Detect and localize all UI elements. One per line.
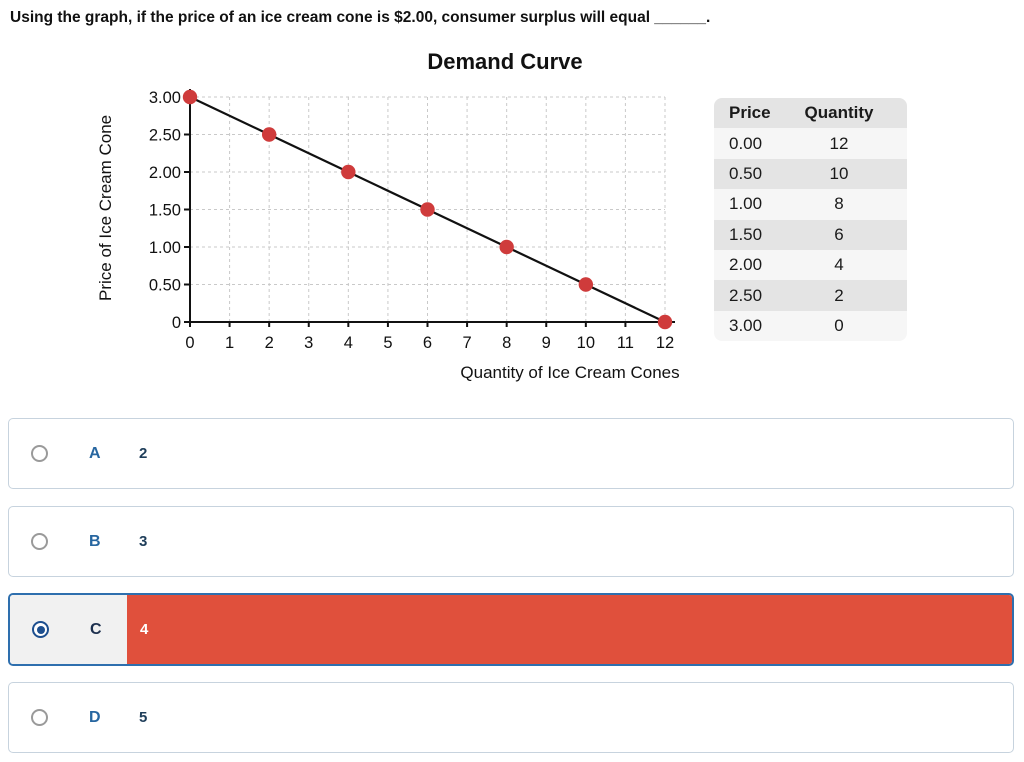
quantity-cell: 10 [829, 163, 849, 183]
radio-d[interactable] [31, 709, 48, 726]
option-value: 4 [140, 621, 149, 638]
option-left-section: D [9, 683, 126, 752]
svg-text:3.00: 3.00 [149, 89, 181, 107]
question-text: Using the graph, if the price of an ice … [10, 9, 711, 26]
svg-text:1.00: 1.00 [149, 239, 181, 257]
demand-curve-chart: 0 1 2 3 4 5 6 7 8 9 10 11 12 0 0.50 1.00 1.50 2.00 2.50 3.0… [135, 85, 695, 375]
quantity-cell: 8 [834, 194, 844, 214]
table-row: 2.00 4 [714, 249, 907, 281]
price-cell: 3.00 [729, 315, 763, 335]
option-right-section: 2 [126, 419, 1013, 488]
table-row: 2.50 2 [714, 280, 907, 311]
svg-text:1.50: 1.50 [149, 202, 181, 220]
option-letter: A [89, 444, 101, 462]
svg-text:4: 4 [344, 334, 353, 352]
svg-text:5: 5 [383, 334, 392, 352]
price-cell: 1.00 [729, 194, 763, 214]
option-letter: B [89, 532, 101, 550]
answer-option-c[interactable]: C 4 [8, 593, 1014, 666]
svg-text:0: 0 [185, 334, 194, 352]
svg-text:2: 2 [265, 334, 274, 352]
radio-c[interactable] [32, 621, 49, 638]
svg-text:11: 11 [617, 334, 634, 352]
option-letter: C [90, 620, 102, 638]
svg-text:6: 6 [423, 334, 432, 352]
option-value: 3 [139, 533, 148, 550]
price-cell: 2.50 [729, 285, 763, 305]
quantity-cell: 12 [829, 133, 849, 153]
svg-text:10: 10 [577, 334, 595, 352]
quantity-cell: 6 [834, 224, 844, 244]
svg-text:2.00: 2.00 [149, 164, 181, 182]
quantity-cell: 0 [834, 315, 844, 335]
option-right-section: 4 [127, 595, 1012, 664]
svg-text:7: 7 [462, 334, 471, 352]
svg-text:9: 9 [542, 334, 551, 352]
option-value: 2 [139, 445, 148, 462]
svg-text:3: 3 [304, 334, 313, 352]
table-header-price: Price [729, 103, 771, 123]
table-header-quantity: Quantity [804, 103, 874, 123]
table-row: 3.00 0 [714, 310, 907, 342]
table-row: 1.00 8 [714, 189, 907, 220]
svg-text:2.50: 2.50 [149, 127, 181, 145]
option-right-section: 3 [126, 507, 1013, 576]
table-header-row: Price Quantity [714, 98, 907, 129]
table-row: 0.00 12 [714, 128, 907, 159]
answer-option-a[interactable]: A 2 [8, 418, 1014, 489]
option-letter: D [89, 708, 101, 726]
answer-option-d[interactable]: D 5 [8, 682, 1014, 753]
radio-b[interactable] [31, 533, 48, 550]
quantity-cell: 4 [834, 255, 844, 275]
table-row: 1.50 6 [714, 219, 907, 250]
quantity-cell: 2 [834, 285, 844, 305]
x-axis-label: Quantity of Ice Cream Cones [460, 363, 680, 382]
option-left-section: A [9, 419, 126, 488]
option-left-section: C [10, 595, 127, 664]
price-cell: 0.00 [729, 133, 763, 153]
radio-a[interactable] [31, 445, 48, 462]
svg-text:1: 1 [225, 334, 234, 352]
demand-curve-plot: 0 1 2 3 4 5 6 7 8 9 10 11 1200.501.001.502.002.503.0… [149, 89, 675, 352]
price-cell: 1.50 [729, 224, 763, 244]
svg-text:12: 12 [656, 334, 674, 352]
option-right-section: 5 [126, 683, 1013, 752]
svg-text:0: 0 [172, 314, 181, 332]
price-cell: 2.00 [729, 255, 763, 275]
price-quantity-table: Price Quantity 0.00 12 0.50 10 1.00 8 1.… [714, 98, 907, 342]
chart-title: Demand Curve [427, 49, 583, 74]
option-value: 5 [139, 709, 148, 726]
svg-text:8: 8 [502, 334, 511, 352]
price-cell: 0.50 [729, 163, 763, 183]
table-row: 0.50 10 [714, 158, 907, 190]
svg-text:0.50: 0.50 [149, 277, 181, 295]
y-axis-label: Price of Ice Cream Cone [96, 114, 115, 301]
answer-option-b[interactable]: B 3 [8, 506, 1014, 577]
option-left-section: B [9, 507, 126, 576]
